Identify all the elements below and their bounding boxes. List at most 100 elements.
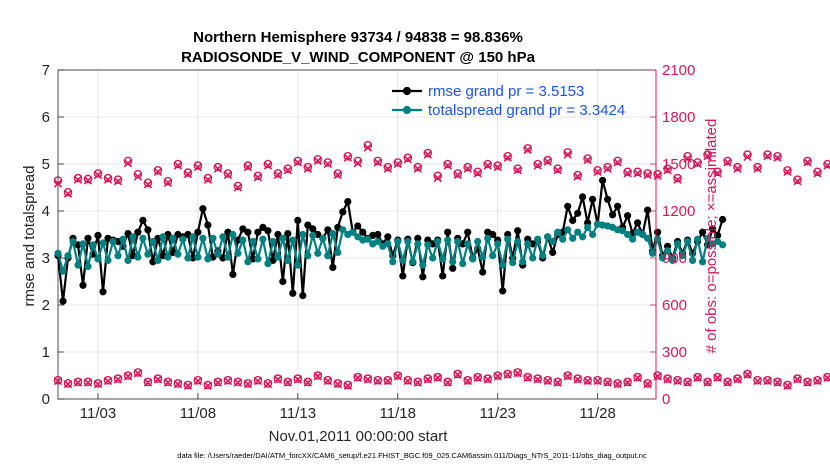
series-1 <box>54 220 727 275</box>
obs-point <box>333 378 343 388</box>
data-point <box>429 254 437 262</box>
obs-point <box>713 167 722 177</box>
obs-point <box>113 374 123 383</box>
obs-point <box>713 169 722 178</box>
data-point <box>354 233 362 241</box>
obs-point <box>283 164 293 173</box>
obs-point <box>343 380 353 390</box>
obs-point <box>353 159 362 168</box>
obs-point <box>813 169 822 178</box>
data-point <box>598 176 607 184</box>
obs-point <box>133 169 143 179</box>
obs-point <box>653 171 662 180</box>
data-point <box>339 226 347 234</box>
obs-point <box>263 161 273 170</box>
obs-point <box>523 372 533 382</box>
obs-point <box>683 151 692 161</box>
obs-point <box>473 169 482 178</box>
obs-point <box>403 376 412 386</box>
obs-point <box>663 166 672 175</box>
data-point <box>324 252 332 260</box>
data-point <box>59 297 67 305</box>
obs-point <box>753 376 762 386</box>
obs-point <box>53 179 63 188</box>
data-point <box>399 272 407 280</box>
data-point <box>718 241 727 249</box>
obs-point <box>513 164 523 173</box>
obs-point <box>523 143 533 153</box>
data-point <box>529 254 537 262</box>
obs-point <box>373 156 383 166</box>
data-point <box>179 235 187 243</box>
obs-point <box>783 380 792 390</box>
data-point <box>623 212 632 220</box>
obs-point <box>813 376 822 386</box>
obs-point <box>423 375 432 384</box>
obs-point <box>743 150 752 159</box>
obs-point <box>143 180 153 189</box>
obs-point <box>473 372 483 382</box>
obs-point <box>643 169 652 178</box>
obs-point <box>383 375 393 385</box>
obs-point <box>203 380 213 390</box>
data-point <box>219 233 227 241</box>
obs-point <box>503 153 512 162</box>
obs-point <box>253 375 263 385</box>
obs-point <box>743 152 752 162</box>
obs-point <box>773 151 782 161</box>
obs-point <box>143 178 153 188</box>
obs-point <box>433 373 442 383</box>
y-tick-label: 5 <box>42 156 50 173</box>
data-point <box>469 255 477 263</box>
obs-point <box>743 369 752 379</box>
obs-point <box>273 170 283 180</box>
data-point <box>189 233 197 241</box>
data-point <box>124 230 132 238</box>
data-point <box>688 256 697 264</box>
obs-point <box>173 159 183 169</box>
data-point <box>569 216 577 224</box>
obs-point <box>613 379 622 389</box>
data-point <box>643 234 652 242</box>
data-point <box>279 277 287 286</box>
obs-point <box>733 374 742 383</box>
data-point <box>144 250 152 258</box>
obs-point <box>173 161 183 170</box>
data-point <box>623 230 632 239</box>
data-point <box>588 195 597 203</box>
data-point <box>399 256 407 264</box>
obs-point <box>563 150 572 159</box>
obs-point <box>733 162 742 172</box>
obs-point <box>733 375 742 384</box>
obs-point <box>593 375 602 385</box>
data-point <box>414 240 422 248</box>
data-point <box>389 258 397 266</box>
obs-point <box>83 377 93 387</box>
data-point <box>319 234 327 242</box>
obs-point <box>683 154 692 163</box>
obs-point <box>293 374 303 383</box>
obs-point <box>533 159 543 169</box>
y-tick-label: 6 <box>42 109 50 126</box>
obs-point <box>803 378 812 387</box>
obs-point <box>163 178 173 187</box>
y2-tick-label: 1200 <box>662 203 695 220</box>
obs-point <box>483 375 492 384</box>
obs-point <box>613 156 622 166</box>
obs-point <box>783 165 792 175</box>
obs-point <box>393 158 403 167</box>
data-point <box>349 228 357 236</box>
data-point <box>149 237 157 246</box>
obs-point <box>453 170 462 180</box>
data-point <box>554 228 562 236</box>
data-point <box>289 236 297 244</box>
obs-point <box>603 162 612 172</box>
obs-point <box>83 378 93 387</box>
obs-point <box>93 379 103 389</box>
obs-point <box>803 156 812 166</box>
obs-point <box>703 378 712 387</box>
data-point <box>134 228 142 236</box>
x-tick-label: 11/18 <box>380 405 416 422</box>
obs-point <box>323 375 333 385</box>
obs-point <box>493 371 503 380</box>
